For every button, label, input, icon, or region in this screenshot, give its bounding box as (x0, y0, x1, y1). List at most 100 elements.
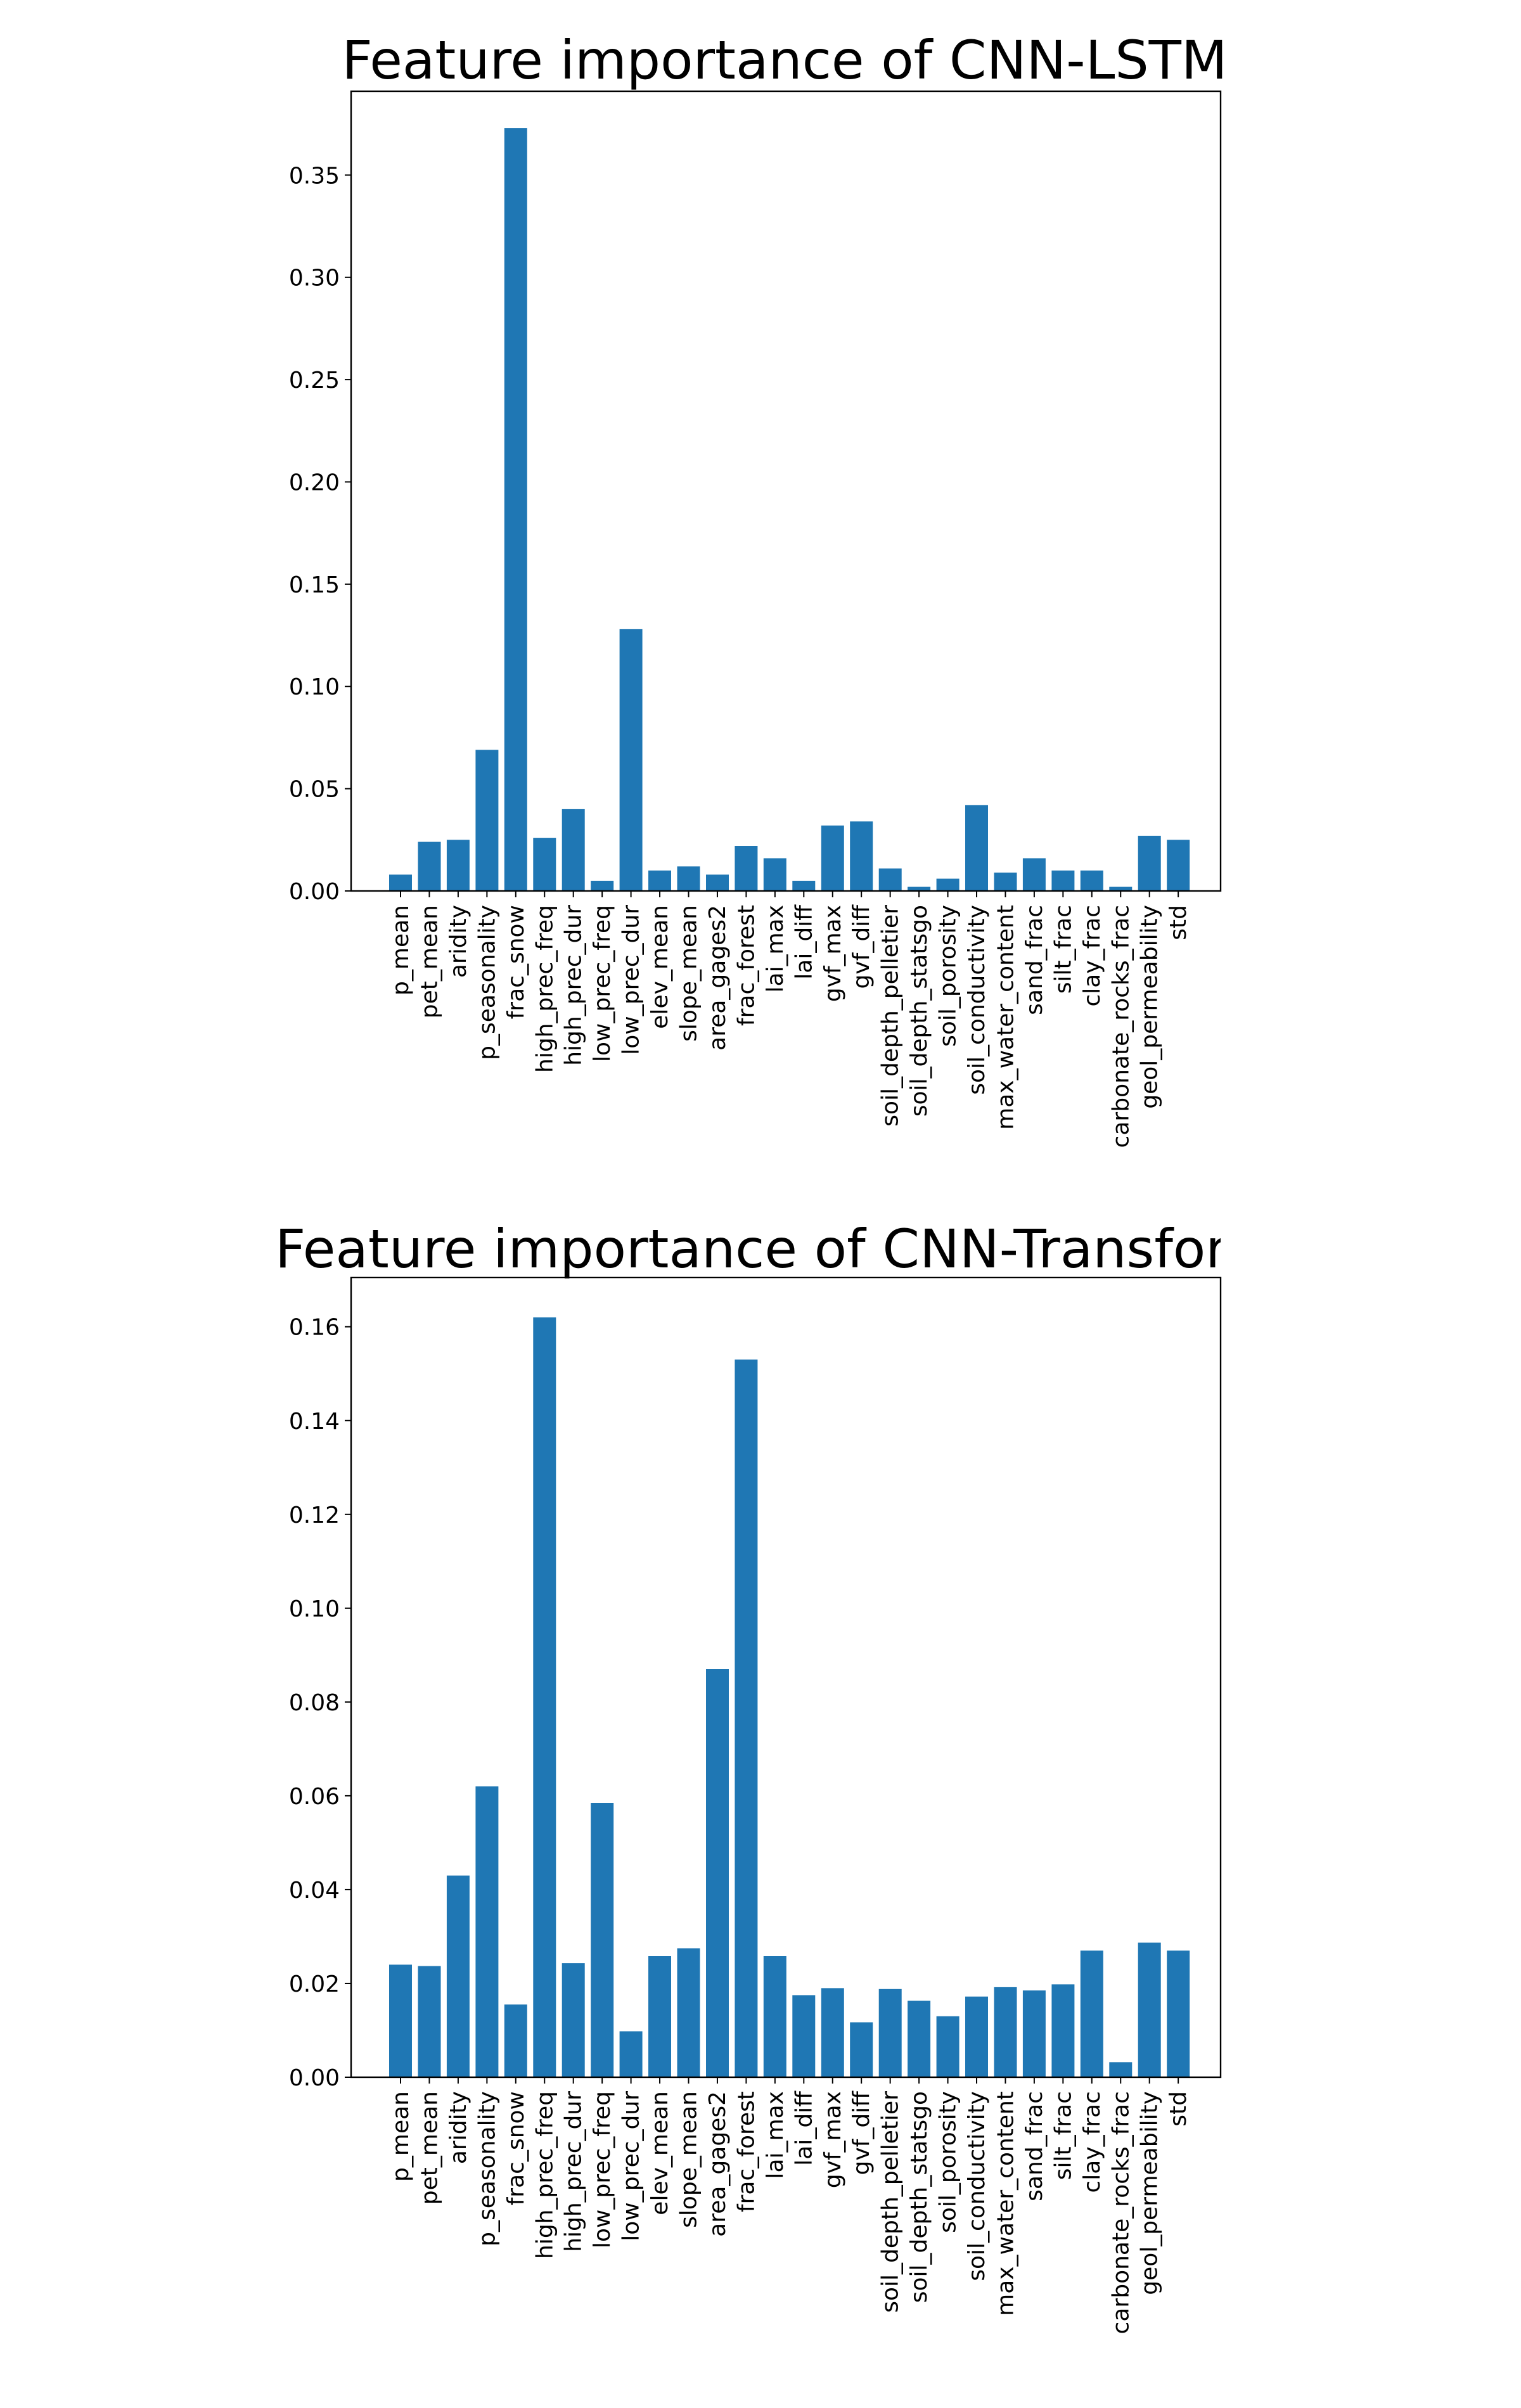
x-tick-label-soil-depth-statsgo: soil_depth_statsgo (906, 905, 932, 1117)
x-axis-ticks: p_mean pet_mean aridity p_seasonality frac_s… (388, 891, 1191, 1148)
bar-pet-mean (418, 842, 441, 891)
y-tick-label: 0.16 (289, 1315, 340, 1341)
x-tick-label-soil-depth-pelletier: soil_depth_pelletier (878, 905, 904, 1127)
bar-low-prec-dur (619, 629, 643, 891)
x-tick-label-p-mean: p_mean (388, 905, 414, 996)
chart-title: Feature importance of CNN-Transformer (275, 1218, 1333, 1280)
x-tick-label-low-prec-freq: low_prec_freq (589, 2091, 615, 2248)
bar-slope-mean (677, 1948, 700, 2077)
bar-high-prec-freq (533, 1317, 556, 2077)
x-tick-label-low-prec-dur: low_prec_dur (619, 2091, 645, 2241)
x-tick-label-p-mean: p_mean (388, 2091, 414, 2182)
y-tick-label: 0.12 (289, 1502, 340, 1528)
bar-soil-depth-pelletier (878, 1989, 902, 2077)
x-tick-label-soil-porosity: soil_porosity (935, 905, 961, 1047)
bar-silt-frac (1051, 870, 1075, 891)
bar-sand-frac (1022, 1990, 1046, 2077)
bar-aridity (446, 840, 470, 891)
x-tick-label-high-prec-freq: high_prec_freq (532, 905, 558, 1073)
chart-cnn-transformer: Feature importance of CNN-Transformer 0.… (275, 1204, 1521, 2334)
x-tick-label-gvf-max: gvf_max (820, 2091, 846, 2188)
x-tick-label-slope-mean: slope_mean (676, 2091, 702, 2228)
x-tick-label-slope-mean: slope_mean (676, 905, 702, 1042)
x-tick-label-std: std (1165, 2091, 1191, 2127)
y-tick-label: 0.35 (289, 163, 340, 189)
bar-frac-forest (735, 1359, 758, 2077)
x-tick-label-carbonate-rocks-frac: carbonate_rocks_frac (1108, 905, 1134, 1148)
bar-soil-porosity (936, 2016, 959, 2077)
bar-high-prec-dur (562, 1963, 585, 2077)
bar-series (389, 1317, 1190, 2077)
x-tick-label-gvf-diff: gvf_diff (849, 904, 875, 989)
x-tick-label-lai-diff: lai_diff (791, 2091, 817, 2166)
x-tick-label-high-prec-dur: high_prec_dur (561, 905, 587, 1066)
x-tick-label-max-water-content: max_water_content (992, 905, 1018, 1130)
x-tick-label-geol-permeability: geol_permeability (1137, 905, 1163, 1109)
bar-carbonate-rocks-frac (1109, 2062, 1133, 2077)
bar-silt-frac (1051, 1984, 1075, 2077)
y-tick-label: 0.02 (289, 1971, 340, 1997)
x-tick-label-lai-max: lai_max (762, 905, 788, 993)
x-tick-label-gvf-diff: gvf_diff (849, 2091, 875, 2175)
plot-frame (350, 1276, 1222, 2078)
x-tick-label-lai-max: lai_max (762, 2091, 788, 2179)
x-tick-label-soil-conductivity: soil_conductivity (964, 2091, 990, 2281)
x-tick-label-geol-permeability: geol_permeability (1137, 2091, 1163, 2295)
bar-soil-porosity (936, 878, 959, 891)
x-tick-label-elev-mean: elev_mean (647, 2091, 673, 2215)
y-tick-label: 0.30 (289, 266, 340, 291)
x-tick-label-low-prec-freq: low_prec_freq (589, 905, 615, 1062)
bar-carbonate-rocks-frac (1109, 887, 1133, 891)
bar-soil-depth-statsgo (908, 2001, 931, 2077)
x-tick-label-silt-frac: silt_frac (1050, 2091, 1076, 2180)
y-tick-label: 0.06 (289, 1784, 340, 1810)
bar-high-prec-freq (533, 838, 556, 891)
x-tick-label-sand-frac: sand_frac (1022, 2091, 1048, 2201)
x-tick-label-p-seasonality: p_seasonality (474, 905, 500, 1060)
bar-area-gages2 (706, 874, 729, 891)
bar-gvf-diff (850, 821, 873, 891)
bar-clay-frac (1080, 870, 1103, 891)
y-axis-ticks: 0.00 0.02 0.04 0.06 0.08 0.10 0.12 0.14 0.16 (289, 1315, 351, 2091)
x-tick-label-elev-mean: elev_mean (647, 905, 673, 1029)
bar-pet-mean (418, 1966, 441, 2077)
title-clip-mask (1221, 1204, 1521, 1280)
plot-frame (350, 90, 1222, 892)
x-tick-label-clay-frac: clay_frac (1079, 905, 1105, 1007)
bar-high-prec-dur (562, 809, 585, 891)
bar-soil-depth-statsgo (908, 887, 931, 891)
y-tick-label: 0.25 (289, 368, 340, 394)
x-tick-label-high-prec-dur: high_prec_dur (561, 2091, 587, 2252)
bar-std (1167, 1950, 1190, 2077)
x-tick-label-high-prec-freq: high_prec_freq (532, 2091, 558, 2259)
x-tick-label-area-gages2: area_gages2 (705, 2091, 731, 2237)
bar-p-mean (389, 1964, 412, 2077)
bar-elev-mean (648, 870, 671, 891)
bar-frac-snow (504, 128, 527, 892)
y-tick-label: 0.00 (289, 879, 340, 905)
x-tick-label-frac-snow: frac_snow (503, 2091, 529, 2205)
x-tick-label-low-prec-dur: low_prec_dur (619, 905, 645, 1055)
bar-area-gages2 (706, 1669, 729, 2077)
x-tick-label-carbonate-rocks-frac: carbonate_rocks_frac (1108, 2091, 1134, 2334)
y-tick-label: 0.10 (289, 674, 340, 700)
x-tick-label-pet-mean: pet_mean (416, 905, 442, 1018)
x-tick-label-p-seasonality: p_seasonality (474, 2091, 500, 2246)
bar-low-prec-dur (619, 2031, 643, 2077)
x-tick-label-aridity: aridity (446, 2091, 472, 2164)
bar-gvf-max (821, 1988, 844, 2077)
x-tick-label-soil-depth-pelletier: soil_depth_pelletier (878, 2091, 904, 2313)
bar-p-seasonality (475, 750, 499, 891)
x-axis-ticks: p_mean pet_mean aridity p_seasonality frac_s… (388, 2077, 1191, 2334)
x-tick-label-max-water-content: max_water_content (992, 2091, 1018, 2316)
bar-soil-conductivity (965, 805, 988, 891)
bar-p-seasonality (475, 1786, 499, 2077)
x-tick-label-frac-forest: frac_forest (733, 2091, 759, 2212)
bar-p-mean (389, 874, 412, 891)
x-tick-label-silt-frac: silt_frac (1050, 905, 1076, 994)
y-tick-label: 0.10 (289, 1596, 340, 1622)
bar-elev-mean (648, 1956, 671, 2077)
bar-lai-max (763, 1956, 786, 2077)
bar-lai-diff (792, 1995, 816, 2077)
